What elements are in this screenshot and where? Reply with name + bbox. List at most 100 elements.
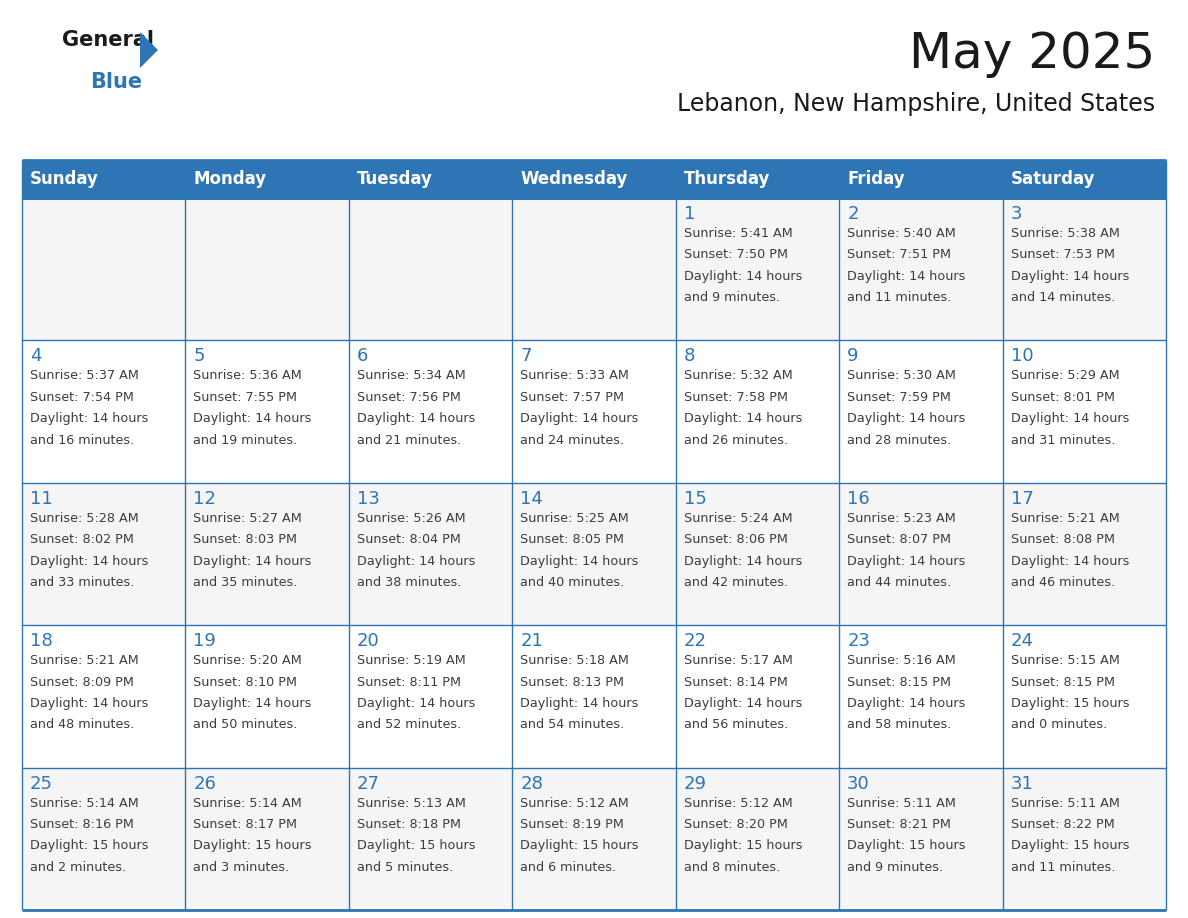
Text: Sunset: 8:13 PM: Sunset: 8:13 PM	[520, 676, 624, 688]
Text: Sunrise: 5:32 AM: Sunrise: 5:32 AM	[684, 369, 792, 383]
Text: 8: 8	[684, 347, 695, 365]
Text: 14: 14	[520, 490, 543, 508]
Text: 17: 17	[1011, 490, 1034, 508]
Text: Sunset: 8:01 PM: Sunset: 8:01 PM	[1011, 391, 1114, 404]
Bar	[23, 625, 1165, 767]
Text: Sunrise: 5:37 AM: Sunrise: 5:37 AM	[30, 369, 139, 383]
Text: and 26 minutes.: and 26 minutes.	[684, 433, 788, 447]
Text: 9: 9	[847, 347, 859, 365]
Text: and 44 minutes.: and 44 minutes.	[847, 577, 952, 589]
Text: Sunrise: 5:11 AM: Sunrise: 5:11 AM	[847, 797, 956, 810]
Text: Sunset: 8:17 PM: Sunset: 8:17 PM	[194, 818, 297, 831]
Text: 1: 1	[684, 205, 695, 223]
Text: 30: 30	[847, 775, 870, 792]
Text: Sunrise: 5:33 AM: Sunrise: 5:33 AM	[520, 369, 630, 383]
Text: and 56 minutes.: and 56 minutes.	[684, 719, 788, 732]
Text: Sunset: 7:51 PM: Sunset: 7:51 PM	[847, 249, 952, 262]
Text: Daylight: 14 hours: Daylight: 14 hours	[520, 412, 639, 425]
Text: 13: 13	[356, 490, 380, 508]
Text: 15: 15	[684, 490, 707, 508]
Text: 28: 28	[520, 775, 543, 792]
Text: Wednesday: Wednesday	[520, 170, 627, 188]
Text: Sunset: 8:15 PM: Sunset: 8:15 PM	[1011, 676, 1114, 688]
Text: Daylight: 14 hours: Daylight: 14 hours	[194, 554, 311, 567]
Text: Sunrise: 5:38 AM: Sunrise: 5:38 AM	[1011, 227, 1119, 240]
Text: Daylight: 15 hours: Daylight: 15 hours	[356, 839, 475, 853]
Text: and 40 minutes.: and 40 minutes.	[520, 577, 625, 589]
Text: Daylight: 15 hours: Daylight: 15 hours	[1011, 697, 1129, 710]
Text: 4: 4	[30, 347, 42, 365]
Text: and 3 minutes.: and 3 minutes.	[194, 861, 290, 874]
Text: 22: 22	[684, 633, 707, 650]
Text: Daylight: 14 hours: Daylight: 14 hours	[684, 270, 802, 283]
Text: and 6 minutes.: and 6 minutes.	[520, 861, 617, 874]
Text: Daylight: 14 hours: Daylight: 14 hours	[30, 554, 148, 567]
Text: 2: 2	[847, 205, 859, 223]
Text: Sunset: 8:06 PM: Sunset: 8:06 PM	[684, 533, 788, 546]
Text: Sunset: 7:50 PM: Sunset: 7:50 PM	[684, 249, 788, 262]
Text: Sunset: 7:55 PM: Sunset: 7:55 PM	[194, 391, 297, 404]
Text: 21: 21	[520, 633, 543, 650]
Text: Daylight: 15 hours: Daylight: 15 hours	[684, 839, 802, 853]
Text: and 9 minutes.: and 9 minutes.	[847, 861, 943, 874]
Text: Sunset: 7:59 PM: Sunset: 7:59 PM	[847, 391, 952, 404]
Text: Sunset: 8:19 PM: Sunset: 8:19 PM	[520, 818, 624, 831]
Bar	[23, 160, 1165, 198]
Text: and 50 minutes.: and 50 minutes.	[194, 719, 298, 732]
Polygon shape	[140, 32, 158, 68]
Text: Daylight: 14 hours: Daylight: 14 hours	[356, 554, 475, 567]
Text: Daylight: 14 hours: Daylight: 14 hours	[356, 412, 475, 425]
Text: Thursday: Thursday	[684, 170, 770, 188]
Text: and 16 minutes.: and 16 minutes.	[30, 433, 134, 447]
Text: May 2025: May 2025	[909, 30, 1155, 78]
Text: Sunrise: 5:28 AM: Sunrise: 5:28 AM	[30, 512, 139, 525]
Text: Sunset: 8:07 PM: Sunset: 8:07 PM	[847, 533, 952, 546]
Text: Sunrise: 5:12 AM: Sunrise: 5:12 AM	[684, 797, 792, 810]
Text: Sunset: 8:21 PM: Sunset: 8:21 PM	[847, 818, 952, 831]
Text: Sunrise: 5:24 AM: Sunrise: 5:24 AM	[684, 512, 792, 525]
Text: 7: 7	[520, 347, 532, 365]
Text: Sunset: 7:58 PM: Sunset: 7:58 PM	[684, 391, 788, 404]
Bar	[23, 198, 1165, 341]
Text: Daylight: 15 hours: Daylight: 15 hours	[30, 839, 148, 853]
Text: and 58 minutes.: and 58 minutes.	[847, 719, 952, 732]
Text: Sunrise: 5:20 AM: Sunrise: 5:20 AM	[194, 655, 302, 667]
Text: Sunrise: 5:40 AM: Sunrise: 5:40 AM	[847, 227, 956, 240]
Text: 23: 23	[847, 633, 870, 650]
Text: and 11 minutes.: and 11 minutes.	[847, 291, 952, 304]
Text: 16: 16	[847, 490, 870, 508]
Text: 18: 18	[30, 633, 52, 650]
Text: Tuesday: Tuesday	[356, 170, 432, 188]
Text: Daylight: 14 hours: Daylight: 14 hours	[684, 697, 802, 710]
Text: Sunrise: 5:41 AM: Sunrise: 5:41 AM	[684, 227, 792, 240]
Text: Daylight: 14 hours: Daylight: 14 hours	[30, 412, 148, 425]
Text: Daylight: 14 hours: Daylight: 14 hours	[356, 697, 475, 710]
Text: Sunset: 8:15 PM: Sunset: 8:15 PM	[847, 676, 952, 688]
Text: General: General	[62, 30, 154, 50]
Text: Sunrise: 5:29 AM: Sunrise: 5:29 AM	[1011, 369, 1119, 383]
Text: and 48 minutes.: and 48 minutes.	[30, 719, 134, 732]
Text: Daylight: 14 hours: Daylight: 14 hours	[847, 270, 966, 283]
Text: Daylight: 14 hours: Daylight: 14 hours	[1011, 412, 1129, 425]
Text: Daylight: 15 hours: Daylight: 15 hours	[1011, 839, 1129, 853]
Text: 24: 24	[1011, 633, 1034, 650]
Text: Sunset: 8:03 PM: Sunset: 8:03 PM	[194, 533, 297, 546]
Text: Daylight: 14 hours: Daylight: 14 hours	[847, 412, 966, 425]
Text: Sunset: 8:20 PM: Sunset: 8:20 PM	[684, 818, 788, 831]
Text: Sunrise: 5:19 AM: Sunrise: 5:19 AM	[356, 655, 466, 667]
Text: Sunrise: 5:25 AM: Sunrise: 5:25 AM	[520, 512, 628, 525]
Text: Daylight: 14 hours: Daylight: 14 hours	[1011, 554, 1129, 567]
Text: Daylight: 15 hours: Daylight: 15 hours	[520, 839, 639, 853]
Text: Sunrise: 5:14 AM: Sunrise: 5:14 AM	[30, 797, 139, 810]
Text: Daylight: 14 hours: Daylight: 14 hours	[30, 697, 148, 710]
Text: Sunset: 8:14 PM: Sunset: 8:14 PM	[684, 676, 788, 688]
Text: Friday: Friday	[847, 170, 905, 188]
Text: Daylight: 14 hours: Daylight: 14 hours	[847, 554, 966, 567]
Text: and 28 minutes.: and 28 minutes.	[847, 433, 952, 447]
Text: Sunrise: 5:18 AM: Sunrise: 5:18 AM	[520, 655, 630, 667]
Text: 11: 11	[30, 490, 52, 508]
Text: Monday: Monday	[194, 170, 266, 188]
Text: and 0 minutes.: and 0 minutes.	[1011, 719, 1107, 732]
Text: 12: 12	[194, 490, 216, 508]
Text: Sunrise: 5:27 AM: Sunrise: 5:27 AM	[194, 512, 302, 525]
